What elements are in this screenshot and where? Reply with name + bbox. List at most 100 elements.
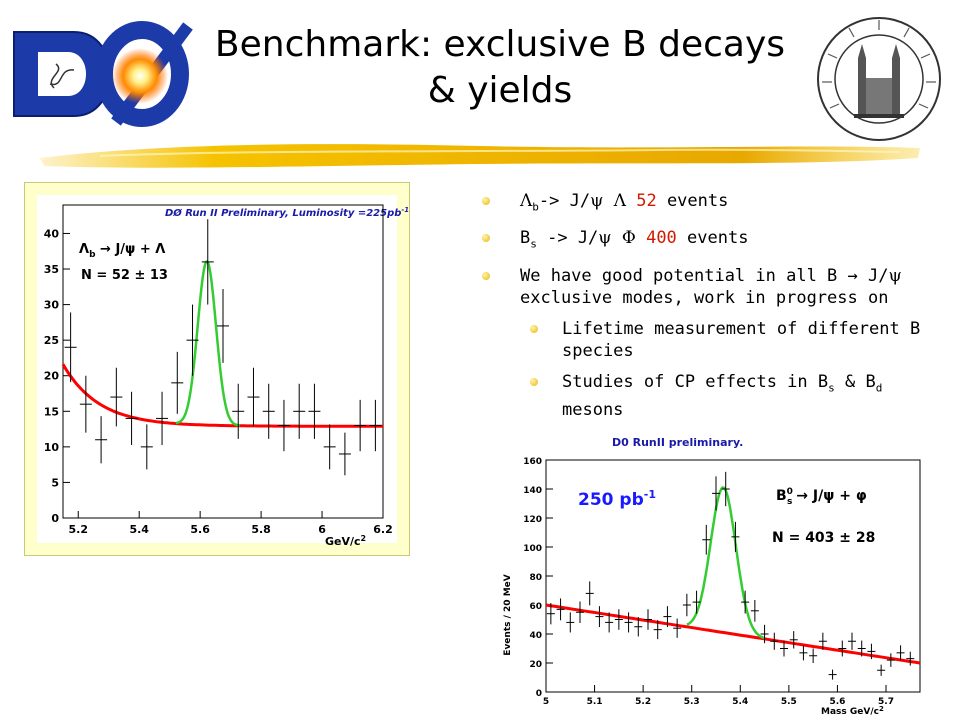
bullet-list: Λb-> J/ψ Λ 52 events Bs -> J/ψ Φ 400 eve… xyxy=(480,190,930,430)
data-point xyxy=(634,617,643,637)
y-tick-label: 20 xyxy=(529,660,542,670)
data-point xyxy=(614,609,623,630)
bullet-lambda-b: Λb-> J/ψ Λ 52 events xyxy=(480,190,930,218)
y-tick-label: 15 xyxy=(44,405,59,418)
data-point xyxy=(247,367,260,427)
data-point xyxy=(566,612,575,633)
chart-title: D0 RunII preliminary. xyxy=(612,436,743,449)
event-count: 400 xyxy=(646,228,677,249)
data-point xyxy=(293,383,306,439)
plot-background xyxy=(37,195,397,543)
lambda-b-chart: DØ Run II Preliminary, Luminosity =225pb… xyxy=(37,195,409,548)
data-point xyxy=(741,590,750,614)
y-axis-label: Events / 20 MeV xyxy=(503,574,513,655)
y-tick-label: 0 xyxy=(51,512,59,525)
x-tick-label: 6.2 xyxy=(373,523,393,536)
data-point xyxy=(595,606,604,628)
data-point xyxy=(828,669,837,680)
data-point xyxy=(818,632,827,650)
y-tick-label: 120 xyxy=(523,515,542,525)
decay-annotation: Λb → J/ψ + Λ xyxy=(79,242,165,260)
y-tick-label: 40 xyxy=(529,631,542,641)
data-point xyxy=(702,524,711,555)
y-tick-label: 140 xyxy=(523,486,542,496)
data-point xyxy=(64,312,77,383)
data-point xyxy=(140,424,153,470)
data-point xyxy=(95,416,108,464)
decay-annotation: B0 s → J/ψ + φ xyxy=(776,487,867,507)
data-point xyxy=(809,648,818,663)
data-point xyxy=(886,653,895,667)
data-point xyxy=(576,601,584,624)
event-count: 52 xyxy=(636,191,657,211)
university-seal-icon xyxy=(817,17,941,141)
y-tick-label: 20 xyxy=(44,370,60,383)
bullet-dot-icon xyxy=(530,324,538,333)
data-point xyxy=(877,664,886,676)
data-point xyxy=(171,351,184,414)
data-point xyxy=(338,432,351,476)
data-point xyxy=(906,651,915,666)
x-tick-label: 5.6 xyxy=(190,523,210,536)
data-point xyxy=(857,640,866,657)
data-point xyxy=(556,598,565,621)
data-point xyxy=(731,521,740,552)
y-tick-label: 80 xyxy=(529,573,542,583)
lambda-b-plot: DØ Run II Preliminary, Luminosity =225pb… xyxy=(24,182,410,556)
y-tick-label: 10 xyxy=(44,441,60,454)
x-tick-label: 5.7 xyxy=(878,697,894,707)
x-tick-label: 5.6 xyxy=(829,697,845,707)
plot-frame xyxy=(62,204,384,519)
data-point xyxy=(867,643,876,660)
luminosity-label: 250 pb-1 xyxy=(578,488,656,510)
data-point xyxy=(896,645,905,661)
bullet-bs: Bs -> J/ψ Φ 400 events xyxy=(480,227,930,255)
data-point xyxy=(682,593,691,617)
decorative-divider xyxy=(40,144,920,168)
y-tick-label: 30 xyxy=(44,299,60,312)
data-point xyxy=(848,632,856,650)
y-tick-label: 60 xyxy=(529,602,542,612)
bullet-dot-icon xyxy=(482,234,490,243)
arrow-icon: → xyxy=(847,265,858,286)
data-point xyxy=(262,383,275,439)
data-point xyxy=(712,476,720,511)
data-point xyxy=(217,288,229,363)
signal-fit-curve xyxy=(686,486,765,640)
data-point xyxy=(369,399,382,452)
data-point xyxy=(110,367,123,427)
bullet-potential: We have good potential in all B → J/ψ ex… xyxy=(480,265,930,309)
sub-bullet-cp: Studies of CP effects in Bs & Bd mesons xyxy=(480,371,930,421)
data-point xyxy=(780,640,788,657)
x-tick-label: 5.8 xyxy=(251,523,271,536)
y-tick-label: 160 xyxy=(523,457,542,467)
data-point xyxy=(673,618,682,638)
data-point xyxy=(721,471,730,507)
bs-plot: D0 RunII preliminary. Events / 20 MeV 25… xyxy=(496,430,926,718)
d0-logo-icon xyxy=(13,21,193,127)
data-point xyxy=(760,624,769,644)
data-point xyxy=(323,424,336,470)
x-axis-label: GeV/c2 xyxy=(325,534,366,548)
data-point xyxy=(186,304,199,376)
data-point xyxy=(354,399,367,452)
y-tick-label: 5 xyxy=(51,476,59,489)
data-point xyxy=(653,620,662,640)
data-point xyxy=(277,399,290,452)
data-point xyxy=(770,632,779,650)
data-point xyxy=(605,612,614,633)
x-tick-label: 5.4 xyxy=(129,523,149,536)
y-tick-label: 40 xyxy=(44,227,60,240)
yield-label: N = 403 ± 28 xyxy=(772,530,875,546)
yield-label: N = 52 ± 13 xyxy=(81,268,168,283)
slide-title: Benchmark: exclusive B decays & yields xyxy=(214,24,786,111)
bullet-dot-icon xyxy=(530,377,538,386)
data-point xyxy=(663,606,672,628)
y-tick-label: 25 xyxy=(44,334,59,347)
background-fit-curve xyxy=(545,603,921,665)
x-axis-label: Mass GeV/c2 xyxy=(821,705,884,717)
chart-title: DØ Run II Preliminary, Luminosity =225pb… xyxy=(165,206,409,219)
data-point xyxy=(750,599,759,622)
x-tick-label: 5.2 xyxy=(68,523,88,536)
y-tick-label: 0 xyxy=(536,689,542,699)
